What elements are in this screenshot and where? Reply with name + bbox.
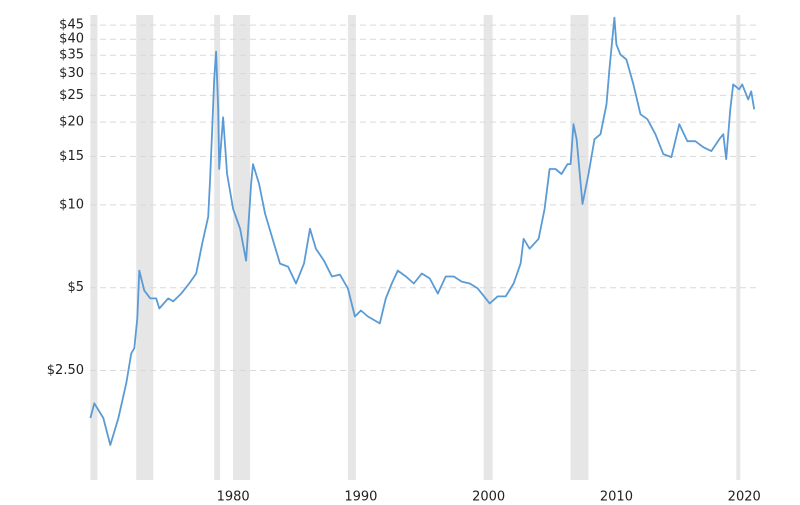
recession-band	[90, 15, 98, 480]
recession-band	[483, 15, 493, 480]
y-tick-label: $15	[59, 149, 84, 164]
recession-band	[736, 15, 741, 480]
y-tick-label: $5	[67, 280, 84, 295]
x-tick-label: 2020	[728, 490, 761, 505]
y-tick-label: $2.50	[47, 363, 84, 378]
x-tick-label: 1990	[344, 490, 377, 505]
x-tick-label: 1980	[217, 490, 250, 505]
y-tick-label: $20	[59, 115, 84, 130]
recession-band	[233, 15, 251, 480]
y-tick-label: $30	[59, 66, 84, 81]
recession-band	[570, 15, 589, 480]
recession-band	[136, 15, 154, 480]
y-tick-label: $45	[59, 18, 84, 33]
recession-band	[214, 15, 221, 480]
y-tick-label: $40	[59, 32, 84, 47]
price-line	[89, 16, 756, 446]
x-tick-label: 2000	[472, 490, 505, 505]
recession-band	[347, 15, 356, 480]
y-tick-label: $25	[59, 88, 84, 103]
y-tick-label: $35	[59, 48, 84, 63]
x-tick-label: 2010	[600, 490, 633, 505]
y-tick-label: $10	[59, 197, 84, 212]
